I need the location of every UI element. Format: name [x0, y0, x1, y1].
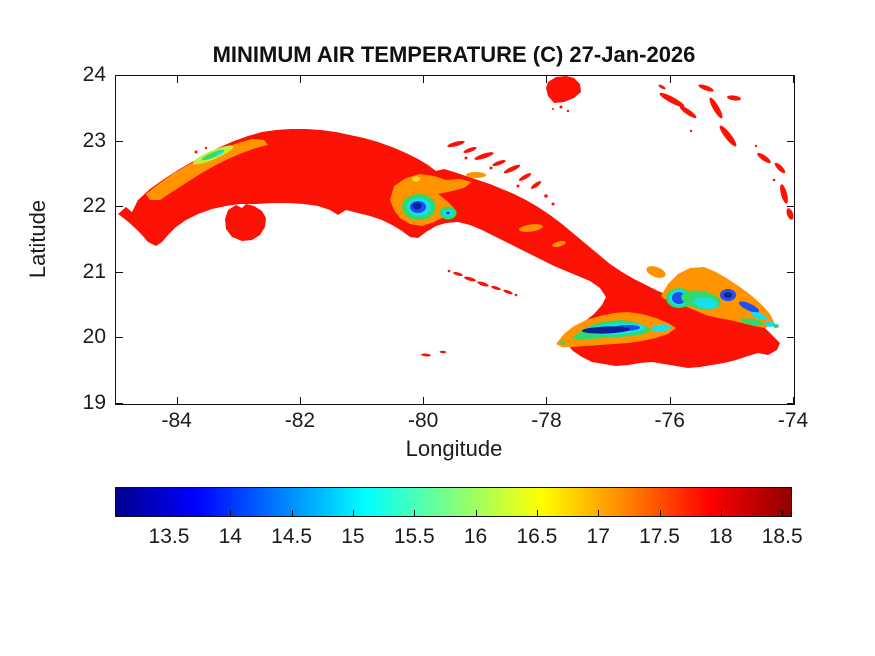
- colorbar-tick-mark: [230, 510, 232, 516]
- colorbar-tick-mark: [720, 510, 722, 516]
- colorbar-tick-label: 14: [218, 525, 242, 548]
- y-tick-label: 24: [82, 63, 106, 86]
- plot-area: [115, 75, 795, 405]
- colorbar-tick-label: 15: [341, 525, 365, 548]
- main-island: [118, 129, 780, 368]
- colorbar-tick-label: 17: [586, 525, 610, 548]
- x-tick-label: -74: [777, 409, 809, 432]
- colorbar-tick-mark: [782, 510, 784, 516]
- y-tick-label: 19: [82, 391, 106, 414]
- colorbar-tick-mark: [291, 510, 293, 516]
- y-tick-mark: [116, 337, 123, 339]
- colorbar-tick-mark: [414, 510, 416, 516]
- x-tick-label: -82: [284, 409, 316, 432]
- x-axis-label: Longitude: [405, 436, 503, 461]
- colorbar-tick-mark: [352, 510, 354, 516]
- x-tick-mark: [299, 397, 301, 404]
- x-tick-mark: [669, 76, 671, 83]
- colorbar-tick-label: 16: [463, 525, 488, 548]
- y-tick-mark: [116, 206, 123, 208]
- y-tick-label: 22: [82, 194, 106, 218]
- bahamas-islands: [546, 76, 794, 220]
- chart-title: MINIMUM AIR TEMPERATURE (C) 27-Jan-2026: [212, 42, 696, 67]
- colorbar-tick-label: 16.5: [516, 525, 558, 548]
- y-tick-label: 23: [82, 128, 106, 152]
- colorbar-tick-mark: [475, 510, 477, 516]
- colorbar-tick-label: 15.5: [393, 525, 435, 548]
- x-tick-label: -80: [407, 409, 439, 432]
- x-tick-mark: [546, 76, 548, 83]
- offshore-cays-south: [447, 269, 724, 361]
- y-tick-mark: [787, 75, 794, 76]
- colorbar-tick-label: 14.5: [271, 525, 313, 548]
- x-tick-mark: [793, 76, 794, 83]
- x-tick-label: -84: [161, 409, 192, 432]
- escambray-overlay: [390, 172, 486, 226]
- y-tick-mark: [116, 140, 123, 142]
- colorbar: [115, 487, 792, 517]
- y-tick-mark: [787, 206, 794, 208]
- y-tick-mark: [116, 75, 123, 76]
- x-tick-mark: [176, 76, 178, 83]
- y-tick-mark: [116, 271, 123, 273]
- offshore-cays-north: [194, 140, 555, 206]
- cayman-islands: [421, 350, 447, 357]
- colorbar-tick-label: 18: [709, 525, 733, 548]
- cuba-temperature-map: [118, 76, 794, 368]
- y-tick-mark: [116, 403, 123, 404]
- x-tick-mark: [423, 76, 425, 83]
- y-tick-mark: [787, 140, 794, 142]
- y-tick-mark: [787, 403, 794, 404]
- colorbar-tick-label: 17.5: [639, 525, 680, 548]
- sierra-maestra-overlay: [556, 312, 676, 347]
- isla-de-la-juventud: [225, 204, 266, 241]
- x-tick-mark: [546, 397, 548, 404]
- guaniguanico-ridge-overlay: [146, 139, 268, 200]
- colorbar-tick-mark: [659, 510, 661, 516]
- x-tick-mark: [176, 397, 178, 404]
- colorbar-tick-mark: [168, 510, 170, 516]
- colorbar-tick-mark: [598, 510, 600, 516]
- x-tick-mark: [669, 397, 671, 404]
- baracoa-massif-overlay: [646, 266, 779, 328]
- y-tick-label: 20: [82, 325, 106, 349]
- central-foothills-overlay: [519, 224, 566, 248]
- x-tick-label: -76: [654, 409, 685, 432]
- y-tick-mark: [787, 271, 794, 273]
- colorbar-tick-label: 13.5: [148, 525, 190, 548]
- x-tick-mark: [299, 76, 301, 83]
- y-tick-label: 21: [82, 259, 106, 283]
- x-tick-label: -78: [531, 409, 562, 432]
- y-tick-mark: [787, 337, 794, 339]
- colorbar-tick-label: 18.5: [761, 525, 803, 548]
- colorbar-tick-mark: [536, 510, 538, 516]
- x-tick-mark: [793, 397, 794, 404]
- x-tick-mark: [423, 397, 425, 404]
